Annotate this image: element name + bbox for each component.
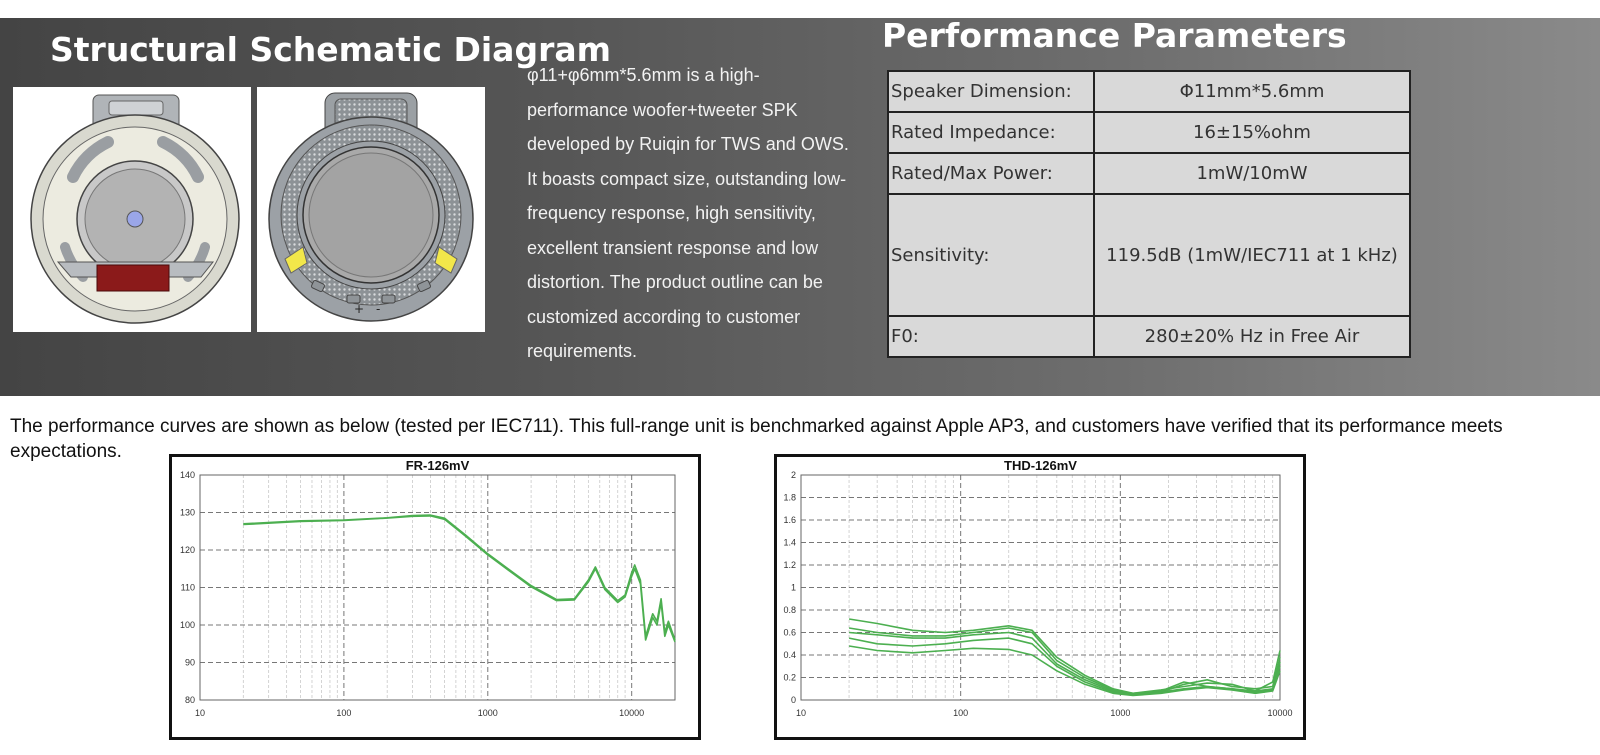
y-tick-label: 140 [180,470,195,480]
speaker-back-view-image: + - [257,87,485,332]
x-tick-label: 10000 [619,708,644,718]
parameter-label: Sensitivity: [887,193,1095,317]
thd-series-line [848,645,1281,697]
x-tick-label: 1000 [1110,708,1130,718]
y-tick-label: 0.6 [783,628,796,638]
y-tick-label: 1.8 [783,493,796,503]
parameter-value: Φ11mm*5.6mm [1093,70,1411,113]
parameter-label: Rated Impedance: [887,111,1095,154]
parameter-label: Speaker Dimension: [887,70,1095,113]
structural-diagram-title: Structural Schematic Diagram [50,30,611,69]
y-tick-label: 120 [180,545,195,555]
negative-terminal-mark: - [376,302,380,316]
y-tick-label: 1.2 [783,560,796,570]
thd-series-line [848,627,1281,696]
description-line: customized according to customer [527,306,801,327]
y-tick-label: 130 [180,508,195,518]
description-line: frequency response, high sensitivity, [527,203,816,223]
fr-series-line [243,514,676,641]
y-tick-label: 0.4 [783,650,796,660]
parameter-label: Rated/Max Power: [887,152,1095,195]
y-tick-label: 1.4 [783,538,796,548]
x-tick-label: 100 [336,708,351,718]
intro-text: The performance curves are shown as belo… [10,416,1503,462]
description-line: excellent transient response and low [527,237,819,258]
x-tick-label: 10 [195,708,205,718]
fr-chart-svg: 10 100 1000 10000 80 90 100 110 120 130 140 FR-126m… [180,458,676,718]
y-tick-label: 0.2 [783,673,796,683]
thd-chart-svg: 10 100 1000 10000 0 0.2 0.4 0.6 0.8 1 1.2 1.4 1.6 1.8… [783,458,1292,718]
y-tick-label: 1 [791,583,796,593]
positive-terminal-mark: + [354,302,364,316]
table-row: Rated Impedance: 16±15%ohm [887,111,1411,154]
y-tick-label: 110 [181,583,195,593]
y-tick-label: 80 [185,695,195,705]
plot-area [800,474,1281,701]
description-line: performance woofer+tweeter SPK [527,99,798,120]
parameter-label: F0: [887,315,1095,358]
x-tick-label: 1000 [478,708,498,718]
x-tick-label: 10000 [1267,708,1292,718]
y-tick-label: 100 [180,620,195,630]
product-description: φ11+φ6mm*5.6mm is a high- performance wo… [527,58,857,369]
table-row: Sensitivity: 119.5dB (1mW/IEC711 at 1 kH… [887,193,1411,317]
thd-series-line [848,637,1281,696]
description-line: developed by Ruiqin for TWS and OWS. [527,134,849,154]
description-line: It boasts compact size, outstanding low- [527,168,847,189]
thd-series-line [849,631,1281,695]
description-line: φ11+φ6mm*5.6mm is a high- [527,65,760,85]
description-line: distortion. The product outline can be [527,272,823,292]
x-tick-label: 100 [953,708,968,718]
speaker-front-view-image [13,87,251,332]
thd-chart: 10 100 1000 10000 0 0.2 0.4 0.6 0.8 1 1.2 1.4 1.6 1.8… [774,454,1306,740]
y-tick-label: 90 [185,658,195,668]
parameter-value: 280±20% Hz in Free Air [1093,315,1411,358]
fr-chart-title: FR-126mV [406,458,470,473]
table-row: Speaker Dimension: Φ11mm*5.6mm [887,70,1411,113]
y-tick-label: 2 [791,470,796,480]
table-row: Rated/Max Power: 1mW/10mW [887,152,1411,195]
parameter-value: 1mW/10mW [1093,152,1411,195]
table-row: F0: 280±20% Hz in Free Air [887,315,1411,358]
fr-chart: 10 100 1000 10000 80 90 100 110 120 130 140 FR-126m… [169,454,701,740]
parameters-table: Speaker Dimension: Φ11mm*5.6mm Rated Imp… [887,70,1411,358]
fr-series-line [243,515,676,643]
x-tick-label: 10 [796,708,806,718]
parameter-value: 16±15%ohm [1093,111,1411,154]
plot-area [199,474,676,701]
y-tick-label: 0 [791,695,796,705]
y-tick-label: 1.6 [783,515,796,525]
parameter-value: 119.5dB (1mW/IEC711 at 1 kHz) [1093,193,1411,317]
y-tick-label: 0.8 [783,605,796,615]
description-line: requirements. [527,341,638,361]
performance-parameters-title: Performance Parameters [882,16,1347,55]
thd-chart-title: THD-126mV [1004,458,1077,473]
